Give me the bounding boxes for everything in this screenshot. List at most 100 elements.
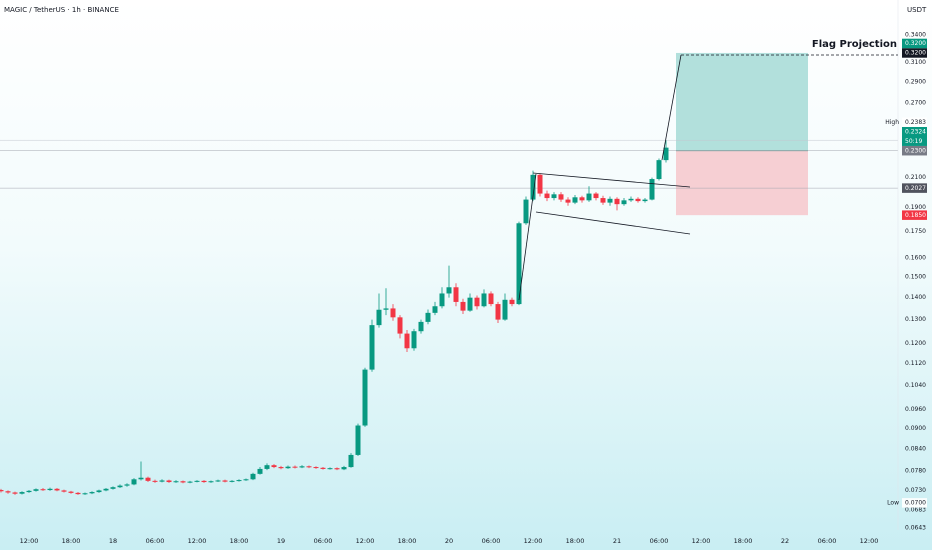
candle-body [306, 466, 312, 468]
price-tag-label: 0.2324 [905, 128, 926, 135]
x-tick-label: 18:00 [398, 537, 417, 545]
y-tick-label: 0.1500 [905, 274, 926, 281]
y-tick-label: 0.0960 [905, 406, 926, 413]
x-tick-label: 12:00 [524, 537, 543, 545]
candle-body [103, 488, 109, 491]
candle-body [390, 308, 396, 318]
candle-body [61, 490, 67, 492]
candle-body [544, 193, 550, 199]
countdown: 50:19 [905, 138, 922, 145]
candle-body [467, 297, 473, 311]
candle-body [579, 197, 585, 201]
candle-body [453, 287, 459, 302]
candle-body [376, 309, 382, 326]
price-tag [902, 126, 927, 146]
y-tick-label: 0.1400 [905, 294, 926, 301]
candle-body [75, 492, 81, 495]
candle-body [313, 467, 319, 469]
candle-body [334, 468, 340, 470]
candle-body [243, 479, 249, 481]
x-tick-label: 12:00 [692, 537, 711, 545]
y-tick-label: 0.0840 [905, 445, 926, 452]
candle-body [432, 306, 438, 313]
price-tag-label: 0.1850 [905, 212, 926, 219]
candle-body [460, 301, 466, 311]
flag-upper [532, 172, 691, 188]
candle-body [89, 492, 95, 494]
candle-body [215, 480, 221, 482]
candle-body [446, 287, 452, 294]
candle-body [5, 491, 11, 493]
candle-body [320, 467, 326, 469]
x-tick-label: 18:00 [230, 537, 249, 545]
candle-body [327, 468, 333, 470]
candle-body [509, 299, 515, 305]
candle-body [19, 492, 25, 494]
candle-body [96, 490, 102, 493]
marker-tag [902, 498, 927, 508]
candle-body [593, 193, 599, 199]
price-tag-label: 0.2027 [905, 185, 926, 192]
candle-body [222, 480, 228, 482]
candle-body [12, 492, 18, 494]
loss-zone [676, 150, 808, 216]
y-tick-label: 0.1200 [905, 340, 926, 347]
candle-body [565, 199, 571, 203]
x-tick-label: 06:00 [650, 537, 669, 545]
marker-value: 0.2383 [905, 119, 926, 126]
x-tick-label: 18:00 [62, 537, 81, 545]
y-tick-label: 0.0730 [905, 487, 926, 494]
projection-line [661, 54, 682, 161]
candle-body [47, 488, 53, 491]
x-tick-label: 06:00 [818, 537, 837, 545]
x-tick-label: 12:00 [860, 537, 879, 545]
annotation: Flag Projection [812, 39, 897, 50]
y-tick-label: 0.3400 [905, 32, 926, 39]
candle-body [621, 200, 627, 205]
candle-body [159, 480, 165, 482]
candle-body [474, 297, 480, 307]
y-tick-label: 0.0780 [905, 467, 926, 474]
candle-body [40, 489, 46, 491]
y-tick-label: 0.1120 [905, 360, 926, 367]
candle-body [530, 174, 536, 200]
x-tick-label: 06:00 [314, 537, 333, 545]
price-tag [902, 210, 927, 220]
y-tick-label: 0.1750 [905, 228, 926, 235]
candle-body [292, 466, 298, 468]
y-tick-label: 0.2900 [905, 79, 926, 86]
candle-body [82, 493, 88, 495]
x-tick-label: 18:00 [734, 537, 753, 545]
y-tick-label: 0.1300 [905, 316, 926, 323]
profit-zone [676, 52, 808, 151]
candle-body [110, 487, 116, 489]
y-tick-label: 0.0643 [905, 525, 926, 532]
candle-body [257, 468, 263, 474]
candle-body [285, 466, 291, 469]
candle-body [572, 197, 578, 203]
candle-body [117, 485, 123, 488]
candle-body [348, 454, 354, 468]
candle-body [166, 480, 172, 483]
candle-body [187, 481, 193, 483]
x-tick-label: 06:00 [146, 537, 165, 545]
candle-body [663, 147, 669, 161]
x-tick-label: 12:00 [20, 537, 39, 545]
candle-body [33, 489, 39, 491]
candle-body [299, 466, 305, 468]
candle-body [271, 465, 277, 468]
candle-body [194, 480, 200, 482]
price-tag [902, 145, 927, 156]
candle-body [54, 488, 60, 491]
x-tick-label: 22 [781, 537, 789, 545]
flag-lower [535, 211, 691, 235]
y-tick-label: 0.2700 [905, 100, 926, 107]
candle-body [124, 484, 130, 486]
candle-body [635, 198, 641, 202]
x-tick-label: 18 [109, 537, 117, 545]
candle-body [369, 325, 375, 370]
currency: USDT [907, 6, 927, 14]
candle-body [656, 160, 662, 180]
